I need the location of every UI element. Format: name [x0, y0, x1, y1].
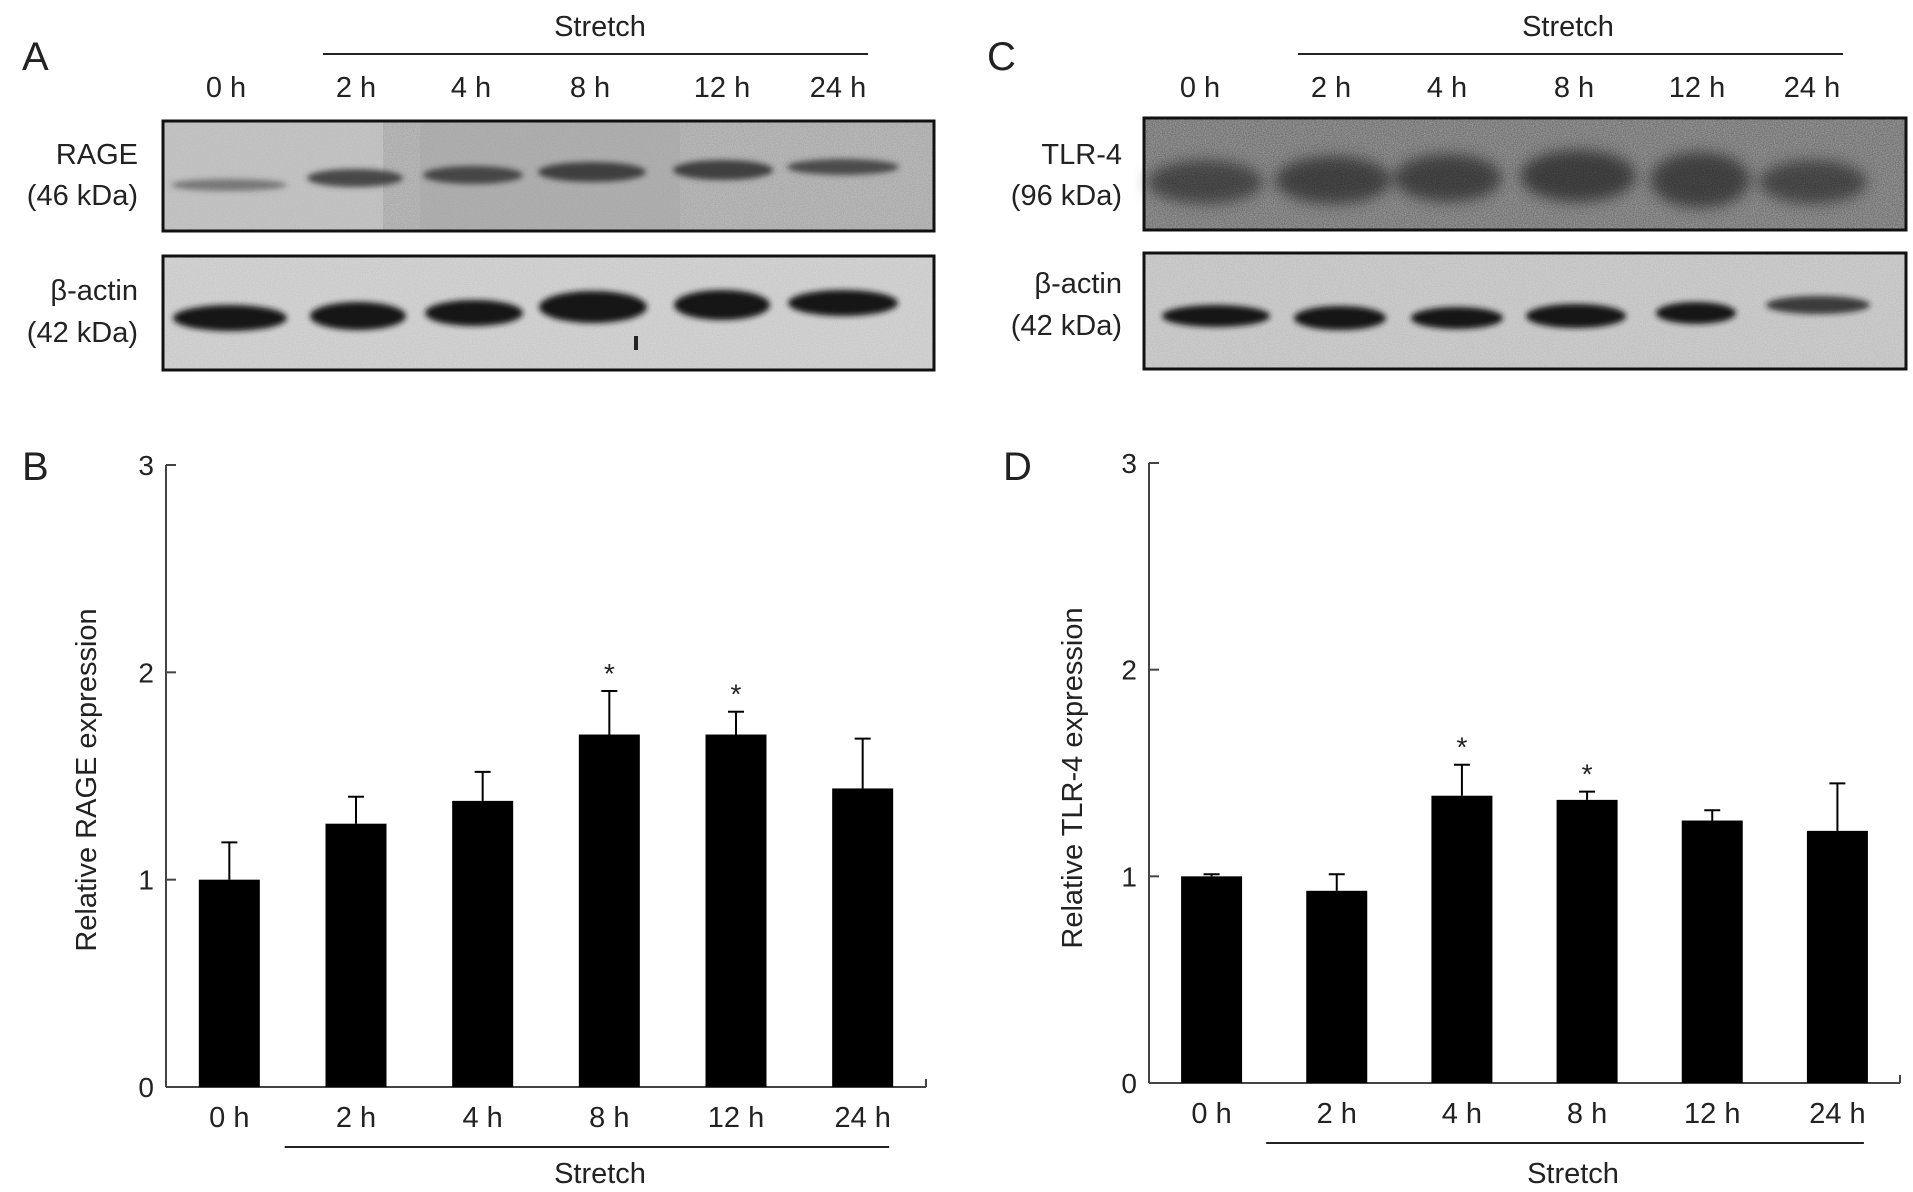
panel-a-control-kda: (42 kDa): [27, 317, 138, 349]
panel-d-x-tick-label: 4 h: [1442, 1098, 1482, 1130]
panel-b-bar: [325, 823, 387, 1087]
panel-a-stretch-label: Stretch: [554, 11, 646, 43]
actin-band: [1656, 302, 1736, 324]
panel-c-lane-label: 12 h: [1669, 72, 1725, 104]
panel-b-letter: B: [22, 445, 49, 489]
actin-blot-strip-a: [161, 254, 936, 372]
panel-c-lane-label: 24 h: [1784, 72, 1840, 104]
panel-a-protein-kda: (46 kDa): [27, 180, 138, 212]
panel-c-control-kda: (42 kDa): [1011, 310, 1122, 342]
rage-blot-strip: [161, 119, 936, 233]
panel-b-x-tick-label: 12 h: [708, 1102, 764, 1134]
actin-band: [539, 291, 647, 323]
panel-b-x-tick-label: 24 h: [834, 1102, 890, 1134]
panel-c-lane-label: 4 h: [1427, 72, 1467, 104]
panel-b-significance-marker: *: [731, 679, 742, 710]
actin-band: [1162, 305, 1270, 327]
panel-c-lane-label: 8 h: [1554, 72, 1594, 104]
panel-a-lane-label: 24 h: [810, 72, 866, 104]
rage-band: [307, 169, 403, 187]
panel-b-y-tick-label: 1: [138, 865, 154, 896]
panel-d-significance-marker: *: [1582, 759, 1593, 790]
actin-band: [425, 300, 523, 326]
panel-b-y-tick-label: 2: [138, 657, 154, 688]
rage-band: [423, 166, 523, 184]
panel-b-y-tick-label: 0: [138, 1072, 154, 1103]
actin-band: [1526, 304, 1626, 328]
rage-band: [787, 159, 899, 175]
panel-a-lane-label: 4 h: [451, 72, 491, 104]
panel-d-significance-marker: *: [1456, 732, 1467, 763]
panel-d-chart: D Relative TLR-4 expression Stretch 0 1 2 3…: [1003, 445, 1901, 1190]
panel-d-x-tick-label: 12 h: [1684, 1098, 1740, 1130]
panel-d-y-tick-label: 2: [1121, 655, 1137, 686]
panel-c-protein-kda: (96 kDa): [1011, 180, 1122, 212]
panel-a-lane-label: 12 h: [694, 72, 750, 104]
panel-c-control-name: β-actin: [1034, 268, 1122, 300]
panel-b-y-axis-label: Relative RAGE expression: [71, 608, 103, 951]
panel-b-bar: [452, 800, 514, 1087]
actin-band: [1294, 306, 1386, 330]
actin-band: [310, 302, 406, 330]
panel-b-x-tick-label: 0 h: [209, 1102, 249, 1134]
panel-d-letter: D: [1003, 445, 1032, 489]
panel-d-x-tick-label: 2 h: [1317, 1098, 1357, 1130]
actin-band: [788, 290, 898, 316]
panel-a-lane-label: 0 h: [206, 72, 246, 104]
panel-c-lane-label: 2 h: [1311, 72, 1351, 104]
rage-band: [673, 160, 773, 180]
panel-c-lane-labels: 0 h 2 h 4 h 8 h 12 h 24 h: [1180, 72, 1840, 104]
panel-d-stretch-label: Stretch: [1527, 1158, 1619, 1190]
tlr4-blot-strip: [1142, 116, 1908, 232]
panel-b-stretch-label: Stretch: [554, 1158, 646, 1190]
panel-d-x-tick-label: 24 h: [1809, 1098, 1865, 1130]
panel-a-protein-name: RAGE: [56, 139, 138, 171]
actin-band: [1766, 296, 1870, 314]
panel-d-y-tick-label: 1: [1121, 861, 1137, 892]
panel-c-blot: C Stretch 0 h 2 h 4 h 8 h 12 h 24 h TLR-…: [987, 11, 1908, 371]
panel-b-x-tick-label: 8 h: [589, 1102, 629, 1134]
panel-d-x-tick-label: 8 h: [1567, 1098, 1607, 1130]
panel-b-bar: [198, 879, 260, 1087]
panel-a-blot: A Stretch 0 h 2 h 4 h 8 h 12 h 24 h RAGE…: [22, 11, 936, 372]
panel-d-y-tick-label: 0: [1121, 1068, 1137, 1099]
panel-b-bar: [832, 788, 894, 1087]
actin-band: [1411, 307, 1503, 329]
panel-d-y-axis-label: Relative TLR-4 expression: [1057, 607, 1089, 948]
panel-a-lane-labels: 0 h 2 h 4 h 8 h 12 h 24 h: [206, 72, 866, 104]
panel-d-x-tick-label: 0 h: [1191, 1098, 1231, 1130]
panel-c-protein-name: TLR-4: [1041, 139, 1122, 171]
panel-d-y-tick-label: 3: [1121, 448, 1137, 479]
panel-d-bar: [1431, 795, 1493, 1083]
panel-d-bar: [1306, 890, 1368, 1083]
actin-blot-strip-c: [1142, 251, 1908, 371]
actin-band: [674, 290, 770, 320]
panel-b-x-tick-label: 2 h: [336, 1102, 376, 1134]
panel-d-bar: [1556, 799, 1618, 1083]
panel-c-lane-label: 0 h: [1180, 72, 1220, 104]
panel-d-bar: [1681, 820, 1743, 1083]
panel-b-significance-marker: *: [604, 658, 615, 689]
actin-band: [173, 305, 287, 331]
rage-band: [538, 162, 646, 182]
panel-b-bar: [705, 734, 767, 1087]
rage-band: [171, 179, 287, 191]
panel-a-letter: A: [22, 35, 49, 79]
panel-a-control-name: β-actin: [50, 275, 138, 307]
panel-b-y-tick-label: 3: [138, 450, 154, 481]
panel-b-bar: [578, 734, 640, 1087]
panel-b-x-tick-label: 4 h: [463, 1102, 503, 1134]
panel-c-stretch-label: Stretch: [1522, 11, 1614, 43]
panel-d-bar: [1806, 830, 1868, 1083]
panel-c-letter: C: [987, 35, 1016, 79]
panel-a-lane-label: 2 h: [336, 72, 376, 104]
panel-b-chart: B Relative RAGE expression Stretch 0 1 2 3 0…: [22, 445, 927, 1190]
panel-d-bar: [1181, 876, 1243, 1083]
panel-a-lane-label: 8 h: [570, 72, 610, 104]
